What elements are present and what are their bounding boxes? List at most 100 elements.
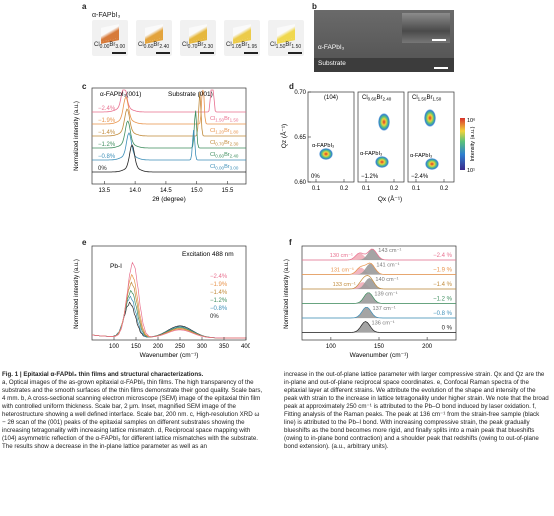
sample-scale-bar-1 <box>156 52 170 54</box>
xrd-sub-cl-value: 0.70 <box>215 142 224 147</box>
xrd-xtick-label-0: 13.5 <box>98 188 110 194</box>
rsm-film-label: α-FAPbI₃ <box>312 143 334 149</box>
sample-label-br: Br <box>153 42 160 48</box>
fit-strain-label: −2.4 % <box>433 253 453 259</box>
raman-xtick-label-1: 150 <box>131 344 142 350</box>
rsm-film-label: α-FAPbI₃ <box>410 153 432 159</box>
fit-strain-label: −1.4 % <box>433 282 453 288</box>
rsm-cbar-label: Intensity (a.u.) <box>470 126 476 161</box>
fit-row-3: 139 cm⁻¹ −1.2 % <box>302 292 456 304</box>
panel-a-film-label: α-FAPbI₃ <box>92 12 121 19</box>
raman-xtick-label-5: 350 <box>219 344 230 350</box>
raman-excitation: Excitation 488 nm <box>182 251 234 258</box>
rsm-subplot-2: Cl1.50Br1.50α-FAPbI₃−2.4%0.1 0.2 <box>407 91 455 192</box>
rsm-ytick-label-0: 0.70 <box>294 90 306 96</box>
fit-row-4: 137 cm⁻¹ −0.8 % <box>302 306 456 319</box>
xrd-sub-br: Br <box>224 152 230 158</box>
rsm-xtick-label: 0.2 <box>340 186 349 192</box>
fit-strain-label: −1.2 % <box>433 297 453 303</box>
rsm-subplot-title: Cl0.60Br2.40 <box>362 95 392 102</box>
xrd-xtick-label-1: 14.0 <box>129 188 141 194</box>
rsm-film-spot <box>319 148 333 160</box>
xrd-ylabel: Normalized intensity (a.u.) <box>74 101 80 171</box>
xrd-sub-cl-value: 1.20 <box>215 130 224 135</box>
rsm-title-br: Br <box>376 95 382 101</box>
rsm-xtick-label: 0.1 <box>362 186 371 192</box>
fit-row-1: 141 cm⁻¹ 131 cm⁻¹ −1.9 % <box>302 263 456 275</box>
sample-image-3: Cl1.05Br1.95 <box>224 20 260 56</box>
sem-substrate-label: Substrate <box>318 60 346 67</box>
sample-label-2: Cl0.70Br2.30 <box>182 42 213 50</box>
rsm-substrate-spot <box>424 109 436 127</box>
raman-legend-5: 0% <box>210 314 219 320</box>
caption-title: Fig. 1 | Epitaxial α-FAPbI₃ thin films a… <box>2 371 204 378</box>
sample-label-3: Cl1.05Br1.95 <box>226 42 257 50</box>
fit-chart: 143 cm⁻¹ 130 cm⁻¹ −2.4 % 141 cm⁻¹ 131 cm⁻¹ −1… <box>284 245 457 359</box>
xrd-sub-cl-value: 0.00 <box>215 166 224 171</box>
xrd-curve-0 <box>92 89 246 113</box>
sample-crystal-4 <box>277 24 295 42</box>
xrd-chart: α-FAPbI₃(001) Substrate (001) −2.4% −1.9%… <box>74 87 247 203</box>
sem-inset <box>402 13 450 43</box>
rsm-subplot-frame <box>307 91 355 183</box>
xrd-substrate-label-4: Cl0.00Br3.00 <box>210 164 239 171</box>
sample-crystal-1 <box>145 24 163 42</box>
fit-shoulder-label: 130 cm⁻¹ <box>330 253 353 259</box>
xrd-sub-cl: Cl <box>210 152 215 158</box>
xrd-xtick-label-4: 15.5 <box>222 188 234 194</box>
sample-image-4: Cl1.50Br1.50 <box>268 20 304 56</box>
rsm-film-spot <box>375 156 389 168</box>
rsm-subplot-1: Cl0.60Br2.40 α-FAPbI₃ −1.2% 0.1 0.2 <box>357 91 405 192</box>
raman-legend-1: −1.9% <box>210 282 228 288</box>
xrd-sub-cl-value: 1.50 <box>215 118 224 123</box>
xrd-strain-label-4: −0.8% <box>98 154 116 160</box>
fit-xlabel: Wavenumber (cm⁻¹) <box>350 352 409 359</box>
rsm-cbar-top: 10⁶ <box>467 117 475 124</box>
xrd-substrate-label-3: Cl0.60Br2.40 <box>210 152 239 159</box>
panel-label-d: d <box>289 82 294 91</box>
sample-image-0: Cl0.00Br3.00 <box>92 20 128 56</box>
raman-xtick-label-2: 200 <box>153 344 164 350</box>
sample-scale-bar-2 <box>200 52 214 54</box>
fit-row-5: 136 cm⁻¹ 0 % <box>302 321 456 333</box>
rsm-ytick-label-1: 0.65 <box>294 135 306 141</box>
rsm-xtick-label: 0.2 <box>390 186 399 192</box>
rsm-strain-label: 0% <box>311 174 320 180</box>
sample-label-br: Br <box>285 42 292 48</box>
sample-crystal-2 <box>189 24 207 42</box>
rsm-film-spot <box>425 158 439 170</box>
rsm-strain-label: −2.4% <box>411 174 429 180</box>
xrd-strain-label-1: −1.9% <box>98 118 116 124</box>
sample-label-br-sub: 2.30 <box>203 44 214 51</box>
xrd-sub-cl-value: 0.60 <box>215 154 224 159</box>
xrd-sub-cl: Cl <box>210 164 215 170</box>
fit-xtick-label-2: 200 <box>422 344 433 350</box>
sample-label-br: Br <box>241 42 248 48</box>
xrd-sub-br: Br <box>224 128 230 134</box>
sample-label-cl: Cl <box>270 42 276 48</box>
xrd-xlabel: 2θ (degree) <box>152 196 186 203</box>
sem-film-label: α-FAPbI₃ <box>318 44 345 51</box>
sample-label-cl: Cl <box>94 42 100 48</box>
raman-xtick-label-0: 100 <box>109 344 120 350</box>
xrd-curve-3 <box>92 110 246 149</box>
xrd-strain-label-3: −1.2% <box>98 142 116 148</box>
rsm-title-cl: Cl <box>412 95 418 101</box>
raman-chart: Excitation 488 nm Pb-I −2.4% −1.9% −1.4% −1… <box>74 245 250 359</box>
raman-curve-0 <box>91 261 246 339</box>
fit-ylabel: Normalized intensity (a.u.) <box>284 259 290 329</box>
panel-label-c: c <box>82 82 87 91</box>
sample-image-2: Cl0.70Br2.30 <box>180 20 216 56</box>
rsm-xtick-label: 0.1 <box>412 186 421 192</box>
fit-main-label: 139 cm⁻¹ <box>374 292 397 298</box>
fit-strain-label: −1.9 % <box>433 268 453 274</box>
sem-image: α-FAPbI₃ Substrate <box>314 10 454 72</box>
sample-crystal-3 <box>233 24 251 42</box>
rsm-ytick-label-2: 0.60 <box>294 180 306 186</box>
sample-label-cl-sub: 0.70 <box>187 44 198 51</box>
sem-substrate-region <box>314 58 454 72</box>
sample-image-1: Cl0.60Br2.40 <box>136 20 172 56</box>
xrd-curve-5 <box>92 144 246 173</box>
sem-scale-bar <box>434 67 448 69</box>
